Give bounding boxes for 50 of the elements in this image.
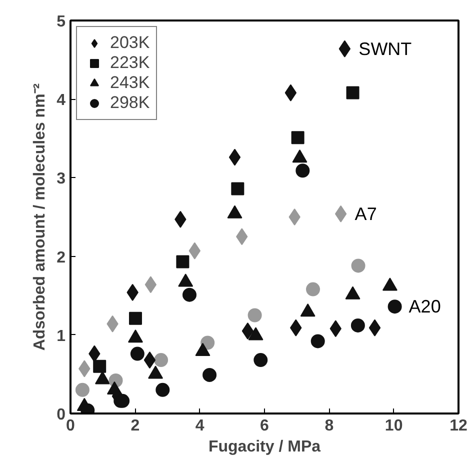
point (291, 131, 304, 144)
annotation: A20 (408, 296, 441, 317)
x-tick-label: 6 (260, 418, 270, 434)
point (228, 148, 241, 166)
point (130, 346, 144, 361)
point (310, 334, 325, 348)
x-tick-label: 8 (324, 418, 334, 434)
x-tick-label: 12 (450, 418, 468, 434)
point (231, 182, 244, 196)
point (202, 368, 217, 382)
annotation: A7 (354, 204, 377, 224)
y-axis-title: Adsorbed amount / molecules nm⁻² (32, 83, 49, 351)
annotation: SWNT (358, 38, 412, 59)
point (338, 40, 351, 58)
point (93, 360, 106, 373)
point (176, 255, 190, 268)
point (334, 205, 347, 222)
point (350, 318, 365, 332)
point (154, 353, 168, 368)
point (248, 308, 262, 322)
legend-label: 298K (110, 93, 150, 113)
y-tick-label: 4 (56, 92, 66, 110)
x-axis-title: Fugacity / MPa (208, 438, 321, 456)
point (368, 319, 381, 336)
point (144, 276, 157, 294)
point (156, 382, 170, 397)
x-tick-label: 10 (384, 418, 403, 434)
point (128, 312, 142, 325)
y-tick-label: 0 (56, 406, 66, 424)
y-tick-label: 1 (56, 328, 66, 345)
x-tick-label: 2 (130, 418, 140, 434)
point (144, 352, 156, 369)
point (284, 84, 297, 102)
legend-label: 203K (110, 33, 150, 53)
point (346, 86, 360, 100)
y-tick-label: 2 (56, 249, 66, 266)
point (296, 164, 310, 178)
y-tick-label: 3 (56, 170, 66, 188)
point (182, 288, 196, 302)
point (306, 282, 320, 296)
point (242, 322, 254, 340)
point (254, 353, 268, 368)
legend-label: 223K (110, 53, 150, 73)
point (288, 208, 300, 226)
y-tick-label: 5 (56, 14, 66, 30)
x-tick-label: 4 (195, 418, 204, 434)
legend-label: 243K (110, 73, 150, 93)
point (388, 300, 402, 314)
point (75, 382, 90, 397)
point (351, 258, 366, 273)
